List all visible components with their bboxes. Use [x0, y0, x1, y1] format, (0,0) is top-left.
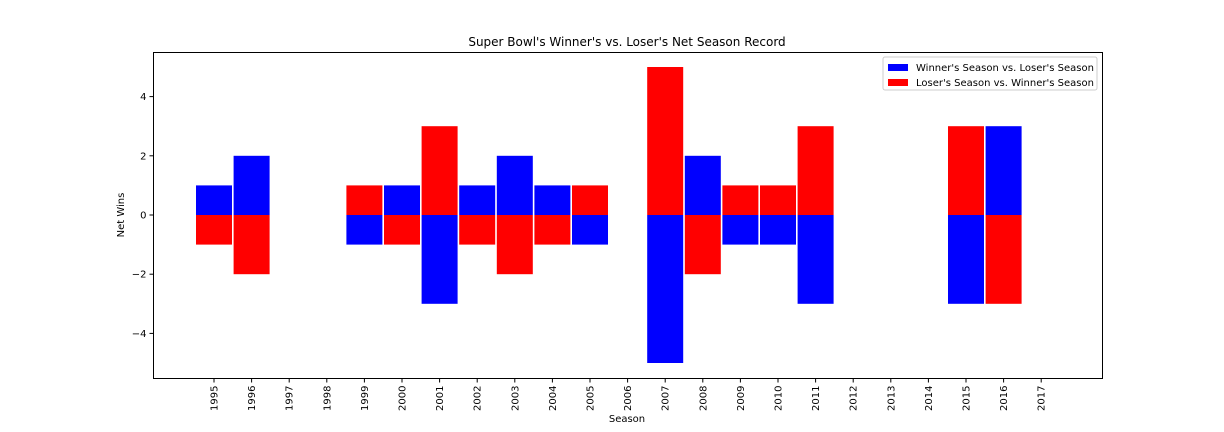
x-tick-label: 2006 — [623, 386, 634, 411]
y-axis: −4 −2 0 2 4 — [132, 92, 154, 340]
y-tick-label: −2 — [132, 270, 147, 281]
bar-series-1-2000 — [384, 185, 420, 215]
bar-series-1-2004 — [534, 185, 571, 215]
x-tick-label: 2004 — [548, 386, 559, 411]
y-tick-label: −4 — [132, 329, 147, 340]
y-tick-label: 0 — [140, 211, 146, 222]
bar-series-1-1999 — [346, 215, 383, 245]
bar-series-2-2007 — [647, 67, 684, 215]
legend-label-1: Winner's Season vs. Loser's Season — [916, 63, 1094, 74]
bar-series-1-2015 — [948, 215, 984, 304]
x-tick-label: 2009 — [736, 386, 747, 411]
x-tick-label: 2013 — [886, 386, 897, 411]
bar-series-2-2016 — [985, 215, 1022, 304]
legend-label-2: Loser's Season vs. Winner's Season — [916, 78, 1094, 89]
bar-series-2-2001 — [421, 126, 458, 215]
y-tick-label: 2 — [140, 151, 146, 162]
bar-series-1-1996 — [233, 155, 270, 215]
bar-series-2-2010 — [760, 185, 796, 215]
y-axis-label: Net Wins — [116, 193, 127, 238]
x-tick-label: 2007 — [661, 386, 672, 411]
bar-series-1-2007 — [647, 215, 684, 363]
x-axis-label: Season — [609, 414, 645, 425]
x-tick-label: 2003 — [510, 386, 521, 411]
bar-series-2-2011 — [797, 126, 834, 215]
bar-series-2-2005 — [572, 185, 608, 215]
x-tick-label: 2014 — [924, 386, 935, 411]
x-tick-label: 2015 — [962, 386, 973, 411]
x-axis: 1995 1996 1997 1998 1999 2000 2001 2002 2003 2004… — [210, 378, 1048, 411]
bar-series-1-2008 — [684, 155, 721, 215]
x-tick-label: 1996 — [247, 386, 258, 411]
bar-series-1-2005 — [572, 215, 608, 245]
bars-group — [196, 67, 1022, 363]
legend: Winner's Season vs. Loser's Season Loser'… — [882, 56, 1098, 91]
legend-box — [882, 56, 1098, 91]
x-tick-label: 2011 — [811, 386, 822, 411]
bar-series-2-2003 — [496, 215, 533, 275]
x-tick-label: 1998 — [322, 386, 333, 411]
x-tick-label: 1997 — [285, 386, 296, 411]
bar-series-1-2011 — [797, 215, 834, 304]
x-tick-label: 2005 — [586, 386, 597, 411]
bar-series-1-2009 — [722, 215, 759, 245]
bar-series-2-2015 — [948, 126, 984, 215]
bar-series-2-2002 — [459, 215, 496, 245]
bar-series-2-1999 — [346, 185, 383, 215]
bar-series-2-2009 — [722, 185, 759, 215]
chart-title: Super Bowl's Winner's vs. Loser's Net Se… — [468, 35, 785, 49]
x-tick-label: 1995 — [210, 386, 221, 411]
bar-series-1-2003 — [496, 155, 533, 215]
bar-series-1-2010 — [760, 215, 796, 245]
bar-series-1-2002 — [459, 185, 496, 215]
x-tick-label: 2010 — [774, 386, 785, 411]
bar-series-2-2008 — [684, 215, 721, 275]
bar-series-2-2004 — [534, 215, 571, 245]
legend-swatch-2 — [888, 79, 908, 86]
legend-swatch-1 — [888, 64, 908, 71]
bar-series-1-2016 — [985, 126, 1022, 215]
x-tick-label: 1999 — [360, 386, 371, 411]
bar-series-1-1995 — [196, 185, 232, 215]
x-tick-label: 2016 — [999, 386, 1010, 411]
x-tick-label: 2012 — [849, 386, 860, 411]
bar-series-1-2001 — [421, 215, 458, 304]
x-tick-label: 2001 — [435, 386, 446, 411]
bar-series-2-1996 — [233, 215, 270, 275]
bar-series-2-1995 — [196, 215, 232, 245]
bar-series-2-2000 — [384, 215, 420, 245]
x-tick-label: 2002 — [473, 386, 484, 411]
y-tick-label: 4 — [140, 92, 146, 103]
x-tick-label: 2008 — [698, 386, 709, 411]
x-tick-label: 2000 — [398, 386, 409, 411]
x-tick-label: 2017 — [1037, 386, 1048, 411]
